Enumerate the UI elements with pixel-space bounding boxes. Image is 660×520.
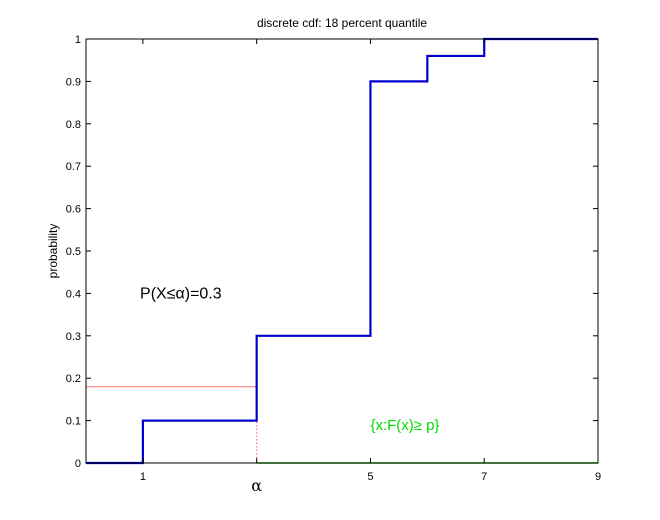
y-axis-label: probability bbox=[46, 224, 60, 279]
plot-area bbox=[86, 39, 598, 463]
y-tick-label: 0.1 bbox=[66, 416, 81, 428]
annotations-layer: P(X≤α)=0.3 {x:F(x)≥ p} bbox=[140, 285, 439, 433]
y-tick-label: 0.2 bbox=[66, 373, 81, 385]
x-tick-label: 5 bbox=[367, 471, 373, 483]
x-tick-label: 7 bbox=[481, 471, 487, 483]
x-tick-label: 1 bbox=[140, 471, 146, 483]
y-tick-label: 0.8 bbox=[66, 119, 81, 131]
annotation-probability: P(X≤α)=0.3 bbox=[140, 285, 222, 302]
chart-title: discrete cdf: 18 percent quantile bbox=[257, 16, 427, 30]
y-tick-label: 0 bbox=[75, 458, 81, 470]
y-tick-label: 0.5 bbox=[66, 246, 81, 258]
cdf-step-line bbox=[86, 37, 598, 465]
y-tick-label: 1 bbox=[75, 34, 81, 46]
x-tick-label-alpha: α bbox=[251, 476, 262, 495]
y-tick-label: 0.6 bbox=[66, 204, 81, 216]
ticks-layer: 1 α 5 7 9 0 0.1 0.2 0.3 0.4 0.5 0.6 0.7 0.8 0.9 1 bbox=[66, 34, 601, 495]
y-tick-label: 0.7 bbox=[66, 161, 81, 173]
x-tick-label: 9 bbox=[595, 471, 601, 483]
y-tick-label: 0.3 bbox=[66, 331, 81, 343]
annotation-quantile-set: {x:F(x)≥ p} bbox=[370, 417, 439, 434]
y-tick-label: 0.9 bbox=[66, 76, 81, 88]
y-tick-label: 0.4 bbox=[66, 288, 81, 300]
